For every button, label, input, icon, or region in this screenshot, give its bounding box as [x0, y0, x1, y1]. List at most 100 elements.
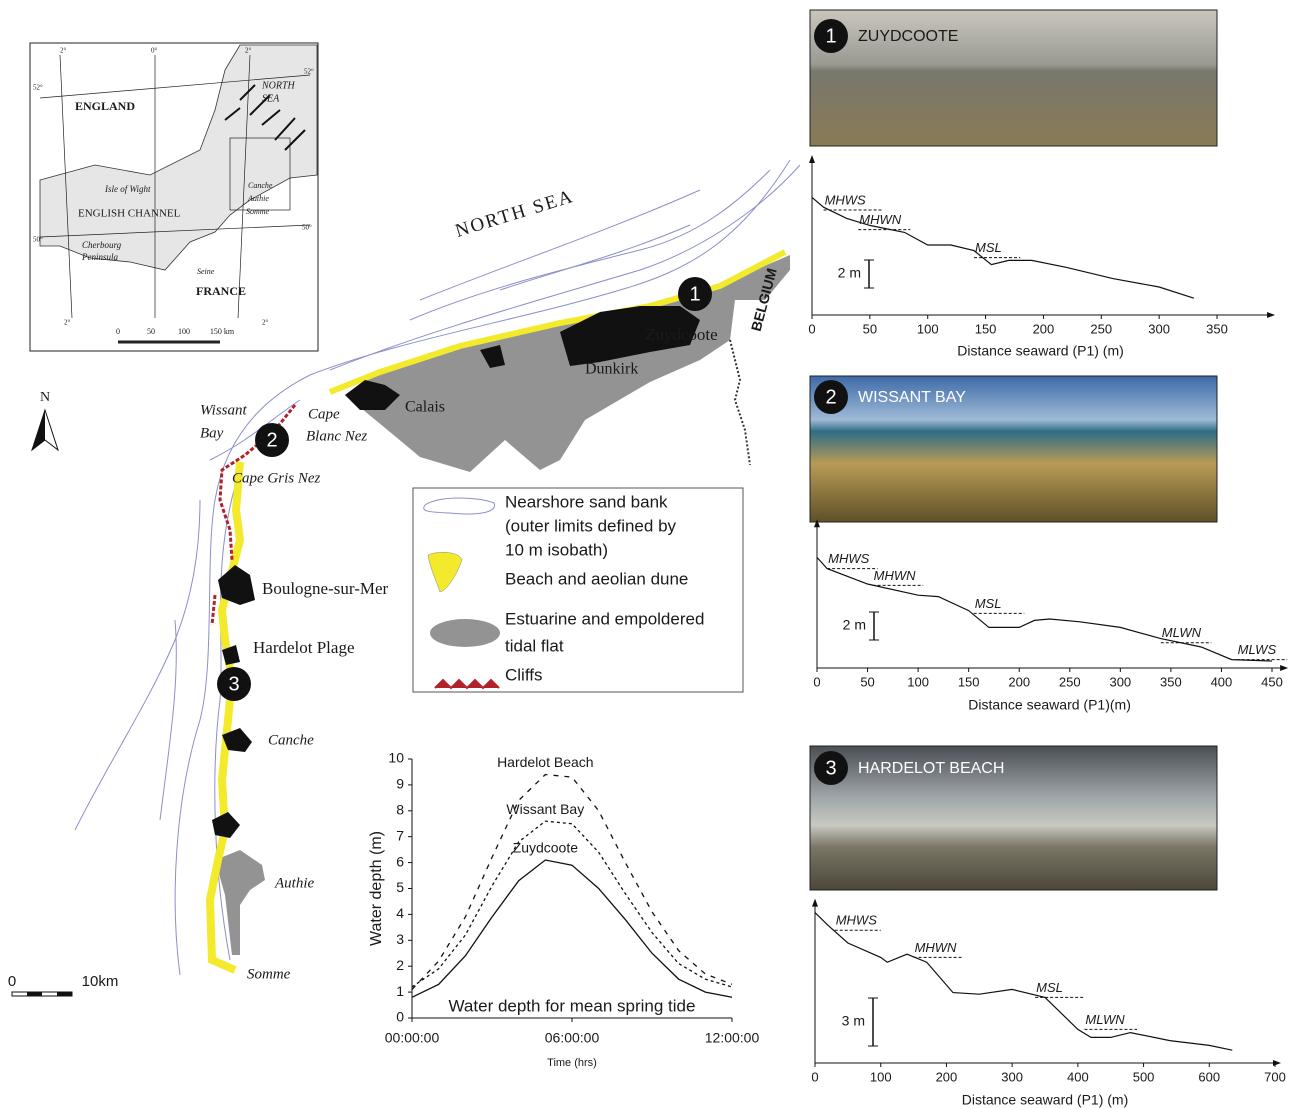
x-tick-label: 100 [870, 1069, 892, 1084]
photo-number: 2 [825, 386, 836, 408]
map-label: Boulogne-sur-Mer [262, 579, 389, 598]
chart-annotation: Water depth for mean spring tide [449, 996, 696, 1015]
inset-scale-label: 100 [178, 327, 190, 336]
y-tick-label: 2 [396, 957, 404, 973]
border [730, 340, 750, 465]
x-tick-label: 00:00:00 [385, 1030, 440, 1046]
photo: 2 WISSANT BAY [810, 376, 1217, 522]
map-label: Zuydcoote [645, 325, 718, 344]
tide-level-label: MSL [1036, 980, 1063, 995]
tide-level-label: MHWN [874, 568, 916, 583]
legend-symbol [430, 619, 500, 647]
series-label: Zuydcoote [513, 840, 579, 856]
scale-label: 10km [82, 973, 119, 990]
x-tick-label: 150 [958, 674, 980, 689]
x-tick-label: 200 [1033, 321, 1055, 336]
site-marker: 2 [255, 423, 289, 457]
x-tick-label: 450 [1261, 674, 1283, 689]
inset-label: Canche [248, 181, 273, 190]
inset-label: FRANCE [196, 284, 246, 298]
x-tick-label: 0 [811, 1069, 818, 1084]
x-tick-label: 150 [975, 321, 997, 336]
site-number: 3 [228, 673, 239, 695]
x-axis-label: Distance seaward (P1)(m) [968, 697, 1131, 713]
map-label: NORTH SEA [453, 186, 577, 242]
tide-level-label: MLWS [1238, 642, 1277, 657]
inset-graticule-label: 50° [33, 236, 43, 244]
tide-level-label: MHWN [859, 212, 901, 227]
x-tick-label: 300 [1001, 1069, 1023, 1084]
legend: Nearshore sand bank (outer limits define… [413, 488, 743, 692]
inset-label: Isle of Wight [104, 184, 151, 194]
profile-line [815, 913, 1232, 1051]
inset-label: Authie [247, 194, 269, 203]
photo-number: 3 [825, 757, 836, 779]
legend-text: tidal flat [505, 636, 564, 655]
inset-label: Somme [246, 207, 270, 216]
inset-scale-label: 150 km [210, 327, 235, 336]
x-tick-label: 400 [1067, 1069, 1089, 1084]
axis-arrow [1273, 1060, 1281, 1066]
y-tick-label: 8 [396, 802, 404, 818]
x-tick-label: 500 [1133, 1069, 1155, 1084]
photo-title: WISSANT BAY [858, 389, 966, 406]
x-tick-label: 0 [813, 674, 820, 689]
x-tick-label: 12:00:00 [705, 1030, 760, 1046]
site-marker: 3 [217, 667, 251, 701]
site-marker: 1 [678, 277, 712, 311]
map-label: Blanc Nez [306, 428, 367, 444]
scale-bar-label: 2 m [843, 617, 866, 633]
map-label: Somme [247, 966, 291, 982]
x-tick-label: 100 [907, 674, 929, 689]
inset-label: SEA [262, 93, 280, 104]
x-axis-label: Distance seaward (P1) (m) [962, 1092, 1129, 1108]
tide-level-label: MHWN [915, 940, 957, 955]
inset-scale-label: 50 [147, 327, 155, 336]
x-tick-label: 300 [1109, 674, 1131, 689]
figure: ENGLAND NORTH SEA ENGLISH CHANNEL Isle o… [0, 0, 1304, 1109]
y-tick-label: 5 [396, 879, 404, 895]
inset-label: ENGLISH CHANNEL [78, 208, 181, 220]
axis-arrow [812, 899, 818, 907]
legend-text: 10 m isobath) [505, 540, 608, 559]
site-number: 2 [266, 429, 277, 451]
map-label: Calais [405, 399, 445, 416]
tide-curve [412, 860, 732, 997]
inset-graticule-label: 52° [304, 68, 314, 76]
series-label: Hardelot Beach [497, 754, 594, 770]
inset-label: ENGLAND [75, 99, 135, 113]
tide-level-label: MSL [975, 596, 1002, 611]
inset-graticule-label: 2° [64, 319, 71, 327]
legend-text: Nearshore sand bank [505, 492, 668, 511]
scale-bar-label: 3 m [842, 1013, 865, 1029]
map-label: Dunkirk [585, 361, 638, 378]
inset-graticule-label: 0° [151, 47, 158, 55]
y-tick-label: 10 [388, 750, 404, 766]
x-tick-label: 250 [1059, 674, 1081, 689]
inset-graticule-label: 2° [60, 47, 67, 55]
tide-level-label: MSL [975, 240, 1002, 255]
y-tick-label: 6 [396, 853, 404, 869]
x-tick-label: 100 [917, 321, 939, 336]
x-tick-label: 250 [1090, 321, 1112, 336]
photo-title: HARDELOT BEACH [858, 760, 1004, 777]
inset-scale-label: 0 [116, 327, 120, 336]
inset-graticule-label: 50° [302, 224, 312, 232]
x-tick-label: 06:00:00 [545, 1030, 600, 1046]
tidal-flat [215, 850, 265, 955]
tide-level-label: MLWN [1162, 625, 1202, 640]
x-tick-label: 400 [1211, 674, 1233, 689]
x-tick-label: 700 [1264, 1069, 1286, 1084]
x-tick-label: 50 [860, 674, 874, 689]
y-tick-label: 0 [396, 1009, 404, 1025]
tide-level-label: MHWS [836, 913, 877, 928]
axis-arrow [1267, 312, 1275, 318]
photo: 3 HARDELOT BEACH [810, 746, 1217, 890]
inset-label: Peninsula [81, 252, 118, 262]
legend-text: Estuarine and empoldered [505, 609, 704, 628]
series-label: Wissant Bay [506, 801, 584, 817]
tide-level-label: MLWN [1085, 1012, 1125, 1027]
y-tick-label: 7 [396, 827, 404, 843]
x-tick-label: 300 [1148, 321, 1170, 336]
map-label: Authie [274, 875, 314, 891]
